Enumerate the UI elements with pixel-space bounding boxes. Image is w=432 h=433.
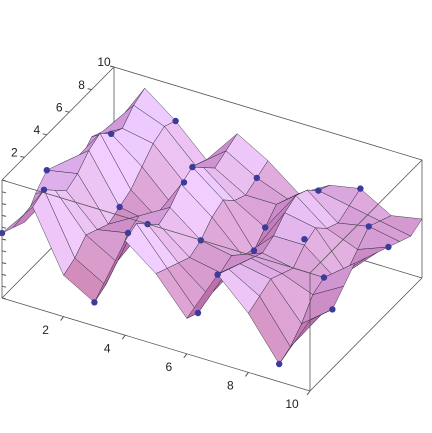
data-point [320, 274, 328, 281]
z-tick [1, 179, 7, 182]
surface-patch [278, 314, 322, 365]
data-point [43, 167, 50, 174]
y-tick-label: 8 [78, 78, 85, 92]
y-tick [20, 155, 25, 158]
z-tick [1, 250, 7, 253]
z-tick [1, 203, 7, 206]
y-tick [87, 88, 92, 91]
y-tick-label: 4 [33, 123, 40, 137]
data-point [253, 174, 260, 182]
y-tick [42, 133, 47, 136]
z-tick [1, 214, 7, 217]
box-edge [1, 66, 115, 181]
x-tick-label: 6 [165, 360, 172, 374]
y-tick [65, 110, 70, 113]
y-tick-label: 2 [11, 146, 18, 160]
z-tick [1, 285, 7, 288]
data-point [214, 271, 221, 278]
data-point [108, 130, 115, 137]
data-point [250, 247, 258, 254]
data-point [40, 186, 48, 193]
y-tick-label: 6 [56, 100, 63, 114]
data-point [262, 224, 269, 231]
data-point [189, 163, 196, 171]
data-point [385, 243, 392, 251]
z-tick [1, 262, 7, 265]
box-edge [309, 159, 423, 274]
data-point [315, 187, 322, 194]
x-tick-label: 2 [42, 323, 49, 337]
y-tick [109, 65, 115, 68]
box-edge [1, 297, 311, 392]
data-point [194, 309, 202, 317]
box-edge [1, 179, 311, 274]
z-tick [1, 297, 7, 300]
box-edge [113, 66, 423, 161]
data-point [276, 360, 283, 368]
x-tick [244, 372, 249, 377]
data-point [357, 185, 364, 192]
x-tick-label: 4 [104, 341, 111, 355]
z-tick [1, 273, 7, 276]
box-edge [309, 277, 423, 392]
x-tick [183, 353, 188, 359]
data-point [124, 229, 132, 237]
x-tick-label: 10 [285, 397, 299, 411]
x-tick-label: 8 [227, 379, 234, 393]
data-point [365, 223, 372, 230]
z-tick [1, 226, 7, 229]
data-point [180, 179, 188, 186]
data-point [329, 306, 336, 313]
data-point [0, 229, 6, 237]
x-tick [121, 334, 126, 340]
data-point [116, 203, 123, 211]
data-point [172, 117, 179, 125]
z-tick [1, 238, 7, 241]
y-tick-label: 10 [97, 55, 111, 69]
x-tick [60, 316, 64, 321]
x-tick [306, 390, 311, 396]
data-point [91, 299, 98, 306]
z-tick [1, 191, 7, 194]
data-point [301, 236, 308, 243]
